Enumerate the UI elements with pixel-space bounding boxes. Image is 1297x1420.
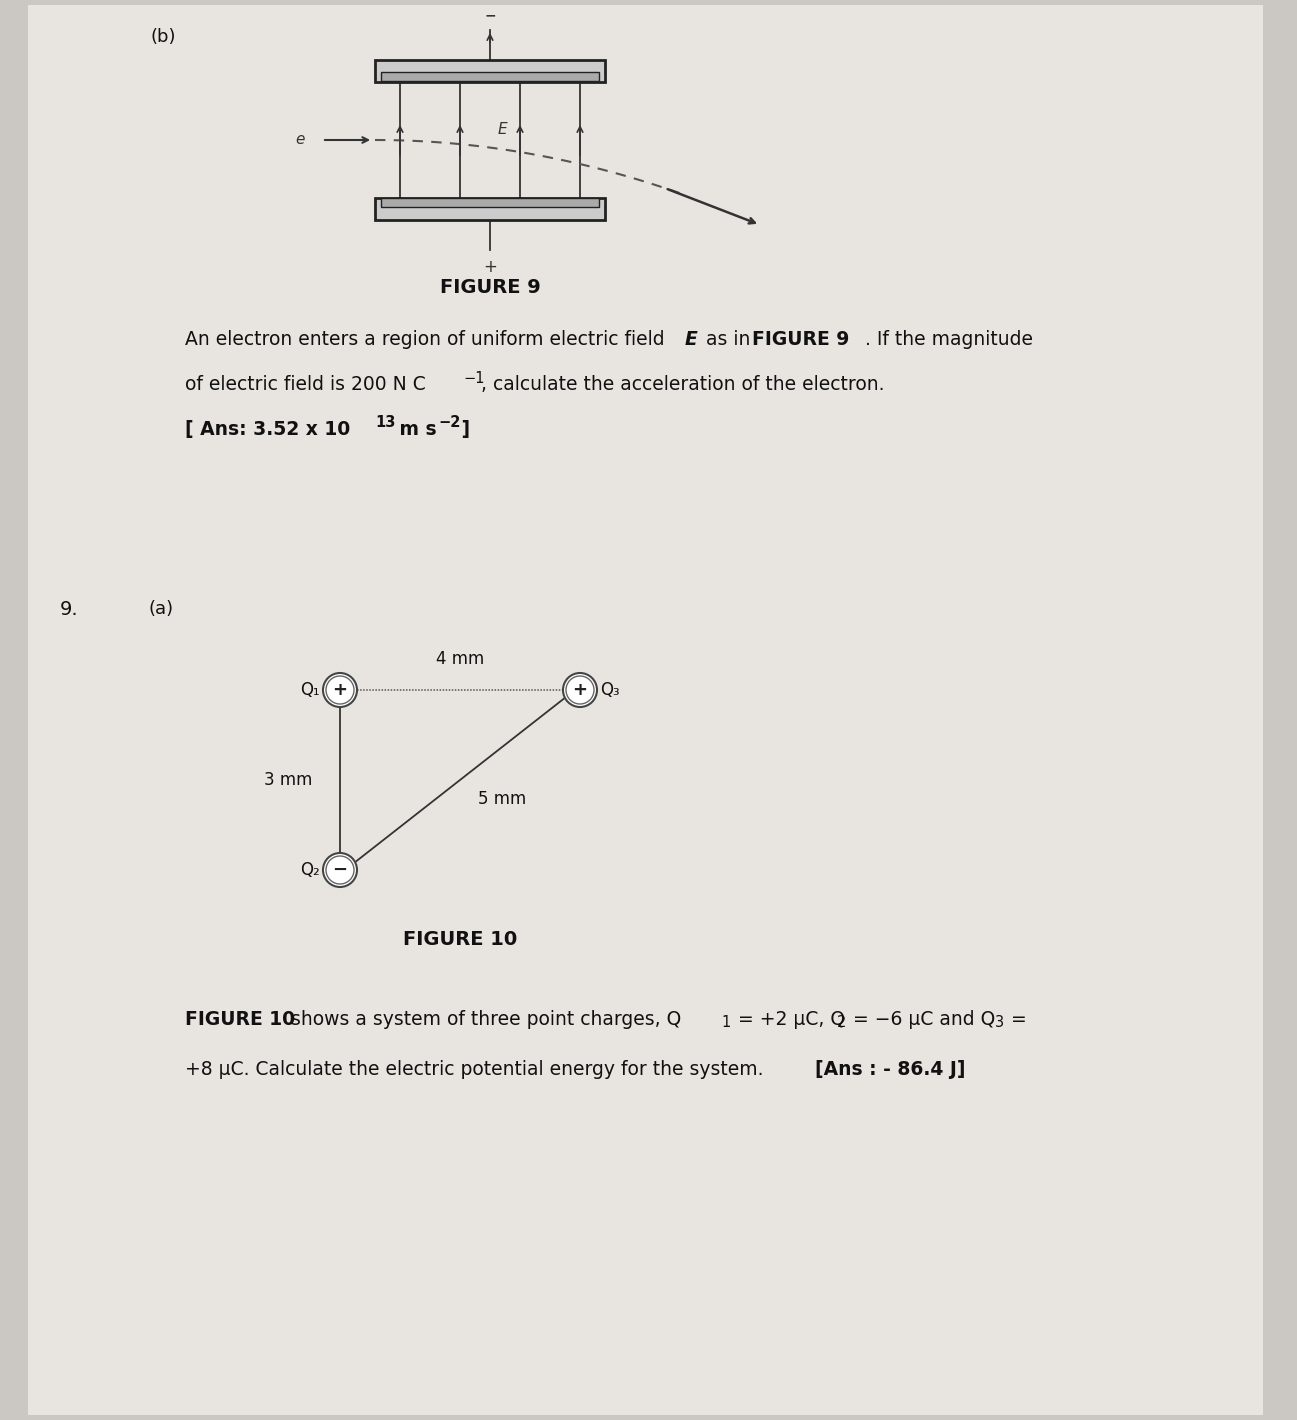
Text: m s: m s [393, 420, 437, 439]
Text: An electron enters a region of uniform electric field: An electron enters a region of uniform e… [185, 329, 671, 349]
Text: 3 mm: 3 mm [263, 771, 313, 790]
Circle shape [323, 673, 357, 707]
FancyBboxPatch shape [381, 72, 599, 81]
Text: Q₁: Q₁ [301, 682, 320, 699]
Text: (b): (b) [150, 28, 175, 45]
Text: [ Ans: 3.52 x 10: [ Ans: 3.52 x 10 [185, 420, 350, 439]
Text: 13: 13 [375, 415, 396, 430]
FancyBboxPatch shape [381, 197, 599, 207]
Text: FIGURE 10: FIGURE 10 [403, 930, 518, 949]
Text: [Ans : - 86.4 J]: [Ans : - 86.4 J] [815, 1059, 965, 1079]
Text: +8 μC. Calculate the electric potential energy for the system.: +8 μC. Calculate the electric potential … [185, 1059, 769, 1079]
Text: ]: ] [455, 420, 470, 439]
Text: 3: 3 [995, 1015, 1004, 1030]
Text: −: − [484, 9, 495, 21]
Text: as in: as in [700, 329, 756, 349]
FancyBboxPatch shape [375, 197, 604, 220]
Text: 5 mm: 5 mm [479, 790, 527, 808]
Text: shows a system of three point charges, Q: shows a system of three point charges, Q [285, 1010, 681, 1030]
Text: Q₃: Q₃ [601, 682, 620, 699]
Text: 9.: 9. [60, 601, 79, 619]
Text: −1: −1 [463, 371, 485, 386]
Text: FIGURE 9: FIGURE 9 [440, 278, 541, 297]
Circle shape [323, 853, 357, 888]
Text: E: E [498, 122, 507, 138]
Circle shape [565, 676, 594, 704]
Text: e: e [296, 132, 305, 148]
Text: +: + [572, 682, 588, 699]
FancyBboxPatch shape [29, 6, 1263, 1414]
Circle shape [326, 856, 354, 885]
Text: +: + [482, 258, 497, 275]
Text: E: E [685, 329, 698, 349]
Text: . If the magnitude: . If the magnitude [865, 329, 1032, 349]
Circle shape [563, 673, 597, 707]
Circle shape [326, 676, 354, 704]
Text: 2: 2 [837, 1015, 847, 1030]
Text: FIGURE 10: FIGURE 10 [185, 1010, 296, 1030]
Text: = −6 μC and Q: = −6 μC and Q [847, 1010, 995, 1030]
Text: −: − [332, 861, 348, 879]
Text: −2: −2 [438, 415, 460, 430]
Text: of electric field is 200 N C: of electric field is 200 N C [185, 375, 425, 393]
Text: =: = [1005, 1010, 1027, 1030]
Text: (a): (a) [148, 601, 173, 618]
FancyBboxPatch shape [375, 60, 604, 82]
Text: , calculate the acceleration of the electron.: , calculate the acceleration of the elec… [481, 375, 885, 393]
Text: Q₂: Q₂ [300, 861, 320, 879]
Text: 4 mm: 4 mm [436, 650, 484, 667]
Text: = +2 μC, Q: = +2 μC, Q [732, 1010, 846, 1030]
Text: 1: 1 [721, 1015, 730, 1030]
Text: +: + [332, 682, 348, 699]
Text: FIGURE 9: FIGURE 9 [752, 329, 850, 349]
